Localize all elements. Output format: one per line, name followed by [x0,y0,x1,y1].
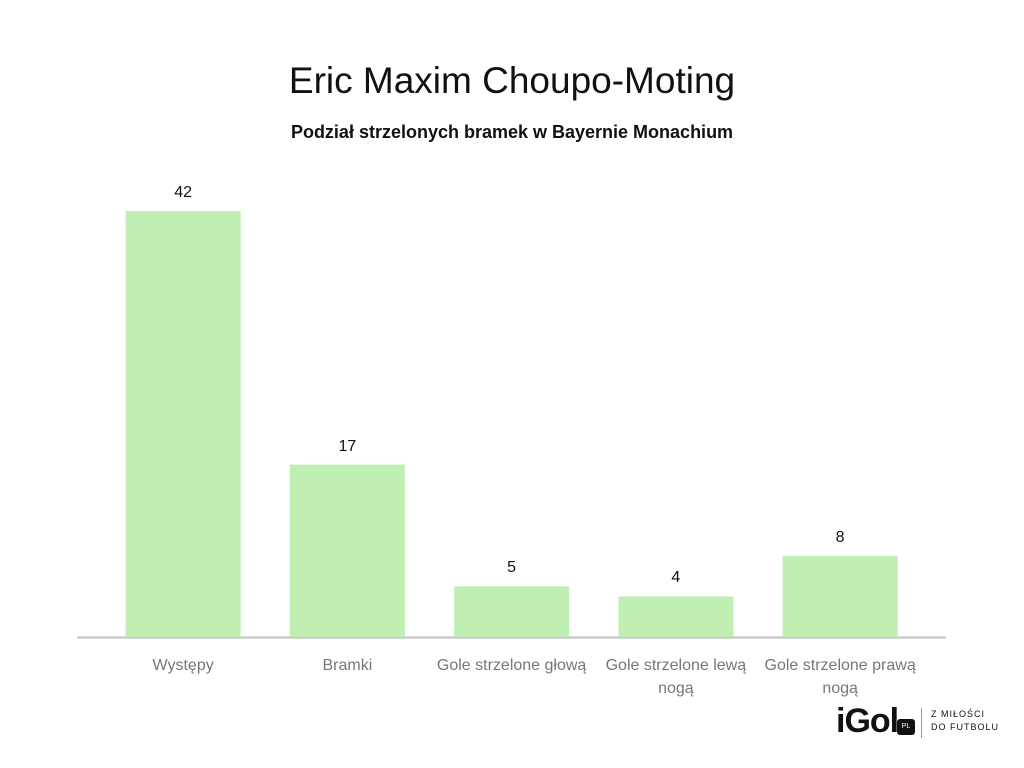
logo-badge: PL [897,719,915,735]
x-tick-label: Gole strzelone głową [436,657,587,674]
chart-title: Eric Maxim Choupo-Moting [288,60,736,101]
x-tick-label: Bramki [322,657,373,674]
value-label: 4 [671,569,681,587]
bar [618,596,734,637]
logo-tagline: Z MIŁOŚCI [931,709,986,719]
value-label: 42 [174,184,193,201]
bar [289,464,405,637]
value-label: 8 [835,528,845,546]
x-tick-label: Występy [152,657,214,674]
logo: iGol [836,702,899,740]
x-tick-label: Gole strzelone prawą nogą [764,657,916,697]
bar [125,211,241,637]
logo-tagline: DO FUTBOLU [931,722,1000,732]
chart-subtitle: Podział strzelonych bramek w Bayernie Mo… [290,122,734,142]
logo-separator [921,708,922,738]
x-tick-label: Gole strzelone lewą nogą [605,657,747,697]
value-label: 17 [338,437,357,455]
value-label: 5 [507,559,517,577]
bar [782,555,898,637]
bar [454,586,570,637]
